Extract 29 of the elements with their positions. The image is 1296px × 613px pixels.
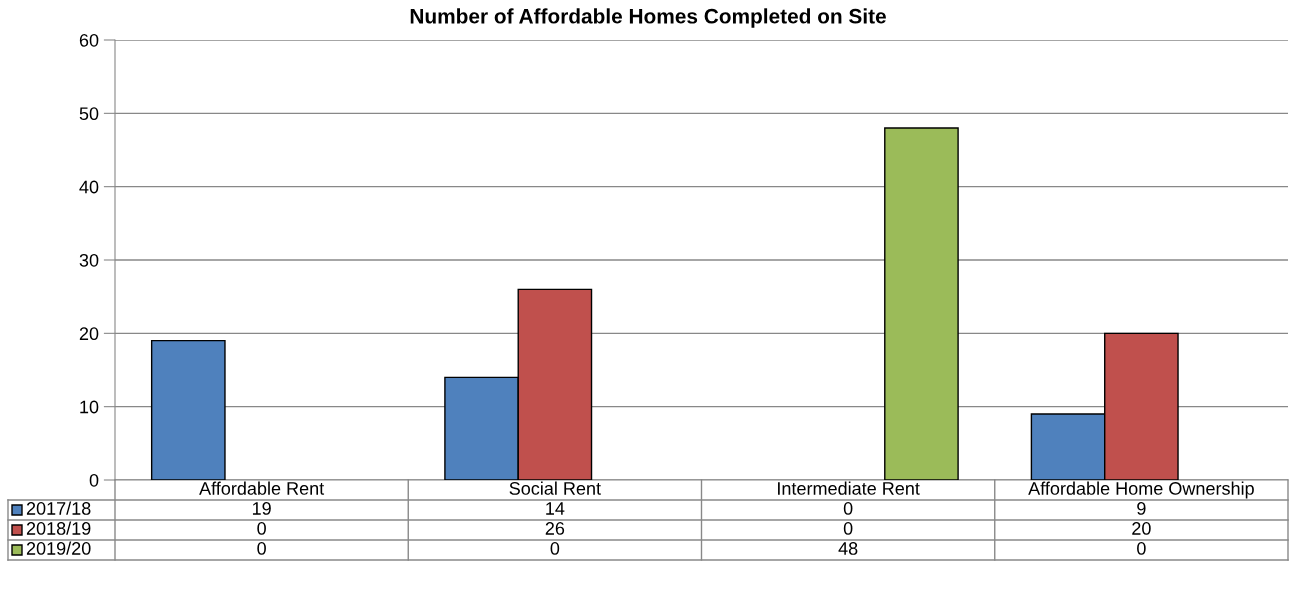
chart-title: Number of Affordable Homes Completed on Site xyxy=(410,8,886,28)
y-tick-label: 10 xyxy=(80,400,99,414)
data-label: 9 xyxy=(1137,502,1146,515)
data-label: 19 xyxy=(252,502,271,515)
y-tick-label: 30 xyxy=(79,253,99,267)
data-label: 0 xyxy=(1137,542,1146,555)
data-label: 0 xyxy=(843,502,853,515)
legend-label: 2017/18 xyxy=(26,501,91,515)
x-tick-label: Affordable Rent xyxy=(199,481,325,495)
data-label: 48 xyxy=(838,542,858,555)
x-tick-label: Affordable Home Ownership xyxy=(1028,481,1254,499)
x-tick-label: Intermediate Rent xyxy=(778,481,920,495)
data-label: 20 xyxy=(1132,522,1151,535)
y-tick-label: 20 xyxy=(79,327,99,341)
data-label: 0 xyxy=(257,542,266,555)
data-label: 14 xyxy=(546,502,565,515)
data-label: 0 xyxy=(843,522,853,535)
x-tick-label: Social Rent xyxy=(509,481,601,495)
y-tick-label: 50 xyxy=(79,107,99,121)
data-label: 26 xyxy=(545,522,565,535)
bar xyxy=(884,127,959,480)
legend-label: 2018/19 xyxy=(26,521,91,535)
legend-label: 2019/20 xyxy=(26,541,91,555)
y-tick-label: 60 xyxy=(79,33,99,47)
data-label: 0 xyxy=(550,542,560,555)
bar xyxy=(150,339,226,480)
y-tick-label: 40 xyxy=(79,180,99,194)
data-label: 0 xyxy=(257,522,266,535)
y-tick-label: 0 xyxy=(89,473,99,487)
